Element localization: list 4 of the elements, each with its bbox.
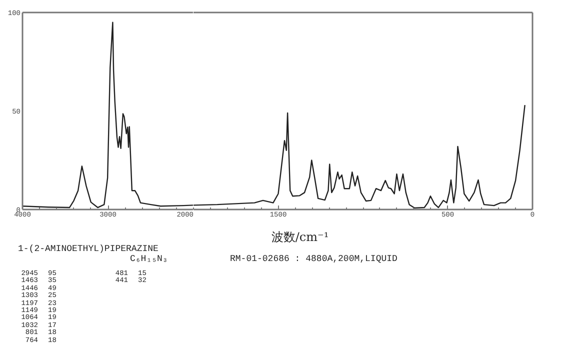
x-axis-title: 波数/cm⁻¹ (271, 230, 329, 244)
text: RM-01-02686 : 4880A,200M,LIQUID (230, 253, 398, 266)
text: C₆H₁₅N₃ (130, 253, 168, 266)
text: 1-(2-AMINOETHYL)PIPERAZINE (18, 243, 158, 255)
